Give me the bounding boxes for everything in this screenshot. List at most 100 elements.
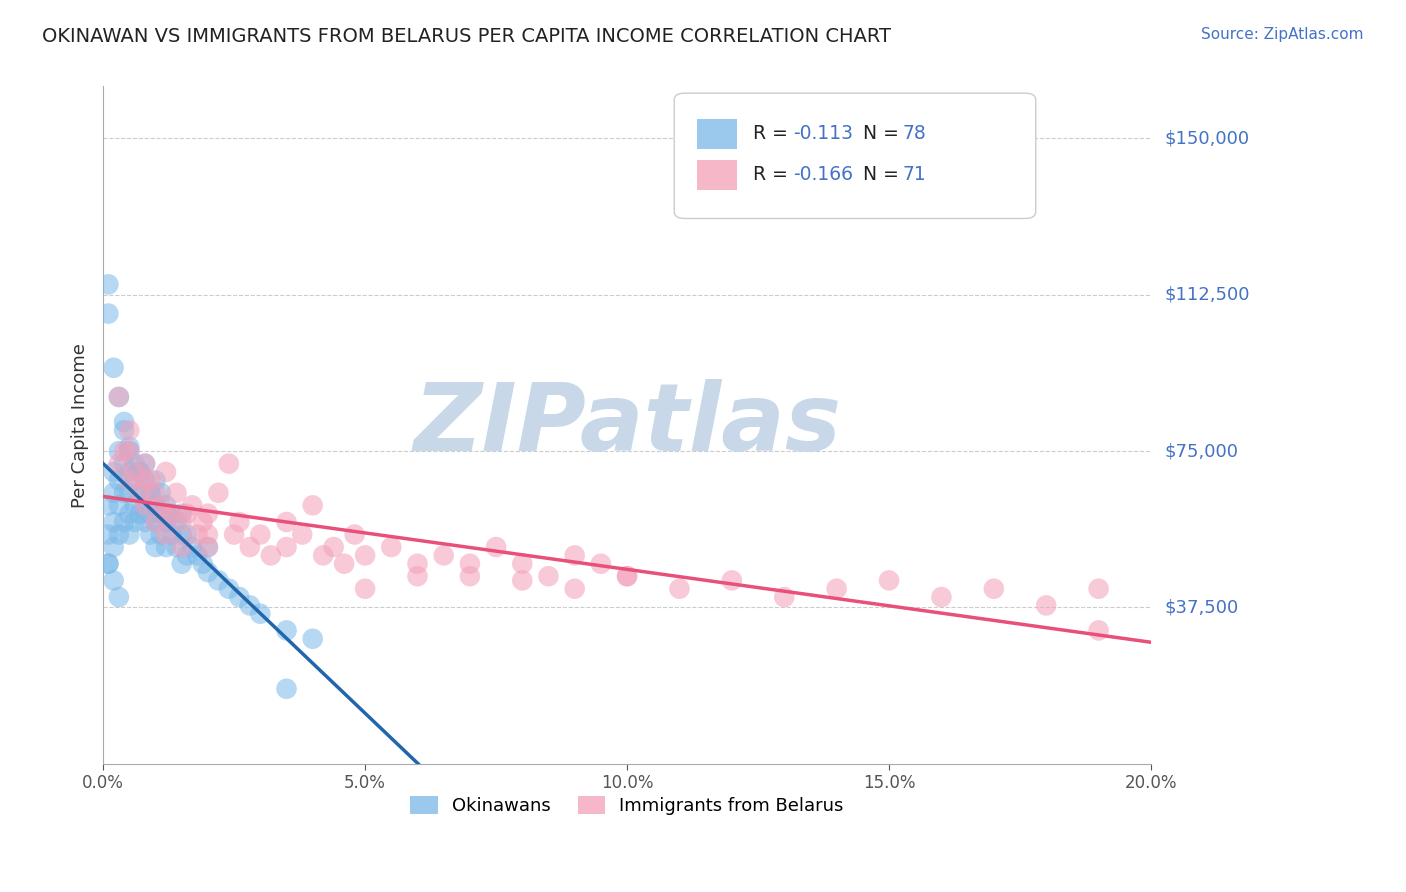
Point [239, 599, 262, 613]
Point [197, 540, 219, 554]
Text: -0.166: -0.166 [793, 165, 852, 184]
Point [108, 444, 131, 458]
Point [354, 549, 377, 563]
Point [170, 515, 193, 529]
Point [301, 499, 323, 513]
Point [668, 582, 690, 596]
Point [773, 590, 796, 604]
Point [97, 557, 120, 571]
Point [160, 527, 183, 541]
Legend: Okinawans, Immigrants from Belarus: Okinawans, Immigrants from Belarus [404, 789, 851, 822]
Point [458, 557, 481, 571]
Point [406, 557, 429, 571]
Point [166, 540, 188, 554]
Point [134, 473, 156, 487]
Point [276, 681, 298, 696]
Point [228, 515, 250, 529]
Point [1087, 582, 1109, 596]
Text: OKINAWAN VS IMMIGRANTS FROM BELARUS PER CAPITA INCOME CORRELATION CHART: OKINAWAN VS IMMIGRANTS FROM BELARUS PER … [42, 27, 891, 45]
Point [197, 565, 219, 579]
Point [118, 423, 141, 437]
Text: -0.113: -0.113 [793, 124, 852, 144]
Point [118, 444, 141, 458]
Point [333, 557, 356, 571]
Point [276, 540, 298, 554]
Point [145, 486, 167, 500]
Point [118, 440, 141, 454]
Point [155, 499, 177, 513]
Point [103, 540, 125, 554]
Point [128, 486, 150, 500]
Point [616, 569, 638, 583]
Point [249, 607, 271, 621]
Point [510, 557, 533, 571]
Point [176, 507, 198, 521]
Point [155, 465, 177, 479]
Point [197, 540, 219, 554]
Point [260, 549, 283, 563]
Text: R =: R = [752, 165, 794, 184]
Point [103, 574, 125, 588]
Point [616, 569, 638, 583]
Point [145, 473, 167, 487]
Point [139, 486, 162, 500]
Point [134, 499, 156, 513]
Point [112, 444, 135, 458]
Point [128, 465, 150, 479]
Point [124, 457, 146, 471]
Point [181, 540, 204, 554]
Point [118, 473, 141, 487]
Y-axis label: Per Capita Income: Per Capita Income [72, 343, 89, 508]
Point [97, 557, 120, 571]
Point [134, 515, 156, 529]
Point [458, 569, 481, 583]
Point [589, 557, 612, 571]
Point [97, 277, 120, 292]
Point [145, 515, 167, 529]
Text: R =: R = [752, 124, 794, 144]
Point [155, 507, 177, 521]
Point [301, 632, 323, 646]
Point [191, 557, 214, 571]
Point [149, 486, 172, 500]
Point [103, 486, 125, 500]
Point [155, 540, 177, 554]
Point [139, 486, 162, 500]
Text: N =: N = [863, 165, 904, 184]
Point [112, 415, 135, 429]
Point [97, 307, 120, 321]
Point [103, 465, 125, 479]
Point [103, 360, 125, 375]
Point [108, 390, 131, 404]
Point [118, 444, 141, 458]
Point [1035, 599, 1057, 613]
Point [191, 515, 214, 529]
Point [276, 624, 298, 638]
Point [433, 549, 456, 563]
Point [510, 574, 533, 588]
Point [239, 540, 262, 554]
Point [112, 423, 135, 437]
Point [931, 590, 953, 604]
Point [160, 507, 183, 521]
Point [207, 486, 229, 500]
Point [181, 499, 204, 513]
Point [149, 499, 172, 513]
Point [124, 473, 146, 487]
Point [176, 549, 198, 563]
Point [118, 486, 141, 500]
Point [149, 527, 172, 541]
Point [108, 590, 131, 604]
Point [354, 582, 377, 596]
Point [155, 507, 177, 521]
Point [128, 507, 150, 521]
Text: N =: N = [863, 124, 904, 144]
Point [145, 540, 167, 554]
Text: 71: 71 [903, 165, 927, 184]
Point [291, 527, 314, 541]
Point [170, 540, 193, 554]
Point [564, 549, 586, 563]
Text: $150,000: $150,000 [1166, 129, 1250, 147]
Point [118, 465, 141, 479]
Point [218, 457, 240, 471]
